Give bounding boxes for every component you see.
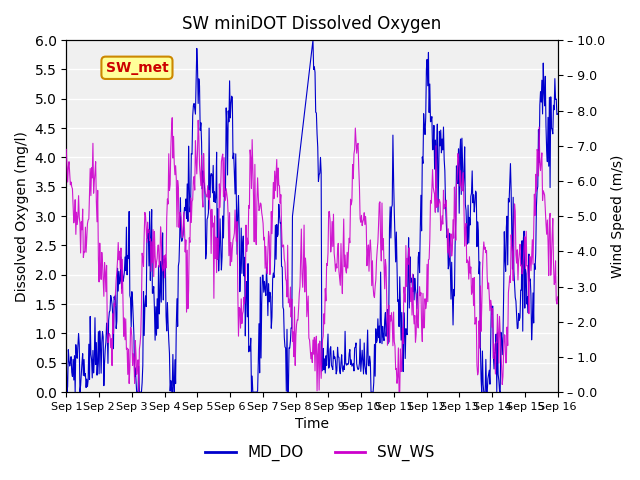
Y-axis label: Dissolved Oxygen (mg/l): Dissolved Oxygen (mg/l) [15, 131, 29, 301]
Legend: MD_DO, SW_WS: MD_DO, SW_WS [199, 439, 441, 468]
X-axis label: Time: Time [295, 418, 329, 432]
Text: SW_met: SW_met [106, 61, 168, 75]
Y-axis label: Wind Speed (m/s): Wind Speed (m/s) [611, 155, 625, 278]
Title: SW miniDOT Dissolved Oxygen: SW miniDOT Dissolved Oxygen [182, 15, 442, 33]
